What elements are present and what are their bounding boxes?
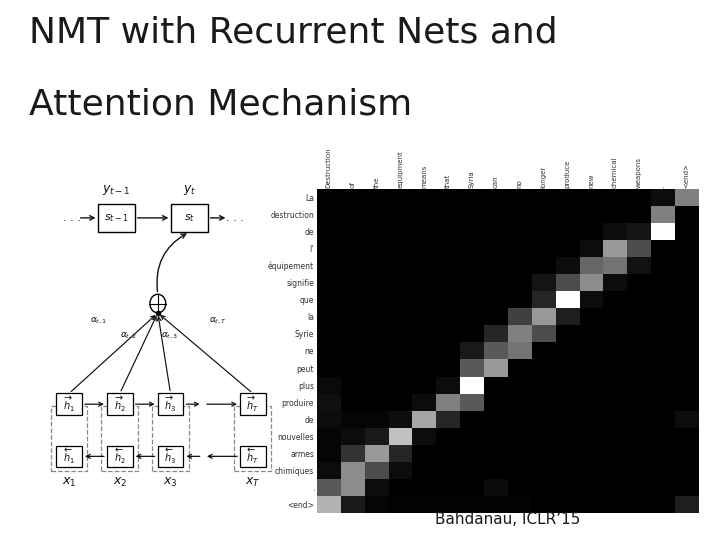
Text: $\alpha_{t,1}$: $\alpha_{t,1}$ [90, 316, 107, 326]
Text: $\overleftarrow{h}_3$: $\overleftarrow{h}_3$ [164, 447, 176, 466]
FancyBboxPatch shape [107, 446, 132, 467]
Text: Bahdanau, ICLR’15: Bahdanau, ICLR’15 [435, 511, 580, 526]
FancyBboxPatch shape [240, 393, 266, 415]
FancyBboxPatch shape [56, 446, 82, 467]
Text: $\overrightarrow{h}_1$: $\overrightarrow{h}_1$ [63, 395, 75, 414]
FancyBboxPatch shape [102, 407, 138, 470]
Text: $y_{t-1}$: $y_{t-1}$ [102, 184, 131, 198]
Text: $\alpha_{t,T}$: $\alpha_{t,T}$ [209, 316, 227, 326]
FancyBboxPatch shape [240, 446, 266, 467]
Text: $\overrightarrow{h}_T$: $\overrightarrow{h}_T$ [246, 395, 259, 414]
Text: . . .: . . . [63, 213, 81, 223]
FancyBboxPatch shape [158, 393, 184, 415]
FancyBboxPatch shape [56, 393, 82, 415]
Text: . . .: . . . [225, 213, 243, 223]
Text: $x_2$: $x_2$ [112, 476, 127, 489]
Text: $x_T$: $x_T$ [245, 476, 261, 489]
Text: $\overleftarrow{h}_1$: $\overleftarrow{h}_1$ [63, 447, 75, 466]
Text: $x_1$: $x_1$ [62, 476, 76, 489]
FancyBboxPatch shape [158, 446, 184, 467]
Text: Attention Mechanism: Attention Mechanism [29, 87, 412, 122]
FancyBboxPatch shape [152, 407, 189, 470]
FancyBboxPatch shape [50, 407, 88, 470]
Text: $\alpha_{t,2}$: $\alpha_{t,2}$ [120, 330, 137, 341]
Text: $x_3$: $x_3$ [163, 476, 178, 489]
Text: NMT with Recurrent Nets and: NMT with Recurrent Nets and [29, 15, 557, 49]
Text: $s_{t-1}$: $s_{t-1}$ [104, 212, 129, 224]
Text: $\overleftarrow{h}_T$: $\overleftarrow{h}_T$ [246, 447, 259, 466]
Text: $\alpha_{t,3}$: $\alpha_{t,3}$ [161, 330, 178, 341]
Text: $\overrightarrow{h}_3$: $\overrightarrow{h}_3$ [164, 395, 176, 414]
Text: $s_t$: $s_t$ [184, 212, 195, 224]
Text: $y_t$: $y_t$ [183, 184, 197, 198]
FancyBboxPatch shape [99, 204, 135, 232]
FancyBboxPatch shape [171, 204, 207, 232]
FancyBboxPatch shape [107, 393, 132, 415]
FancyBboxPatch shape [235, 407, 271, 470]
Text: $\overleftarrow{h}_2$: $\overleftarrow{h}_2$ [114, 447, 126, 466]
Text: $\overrightarrow{h}_2$: $\overrightarrow{h}_2$ [114, 395, 126, 414]
